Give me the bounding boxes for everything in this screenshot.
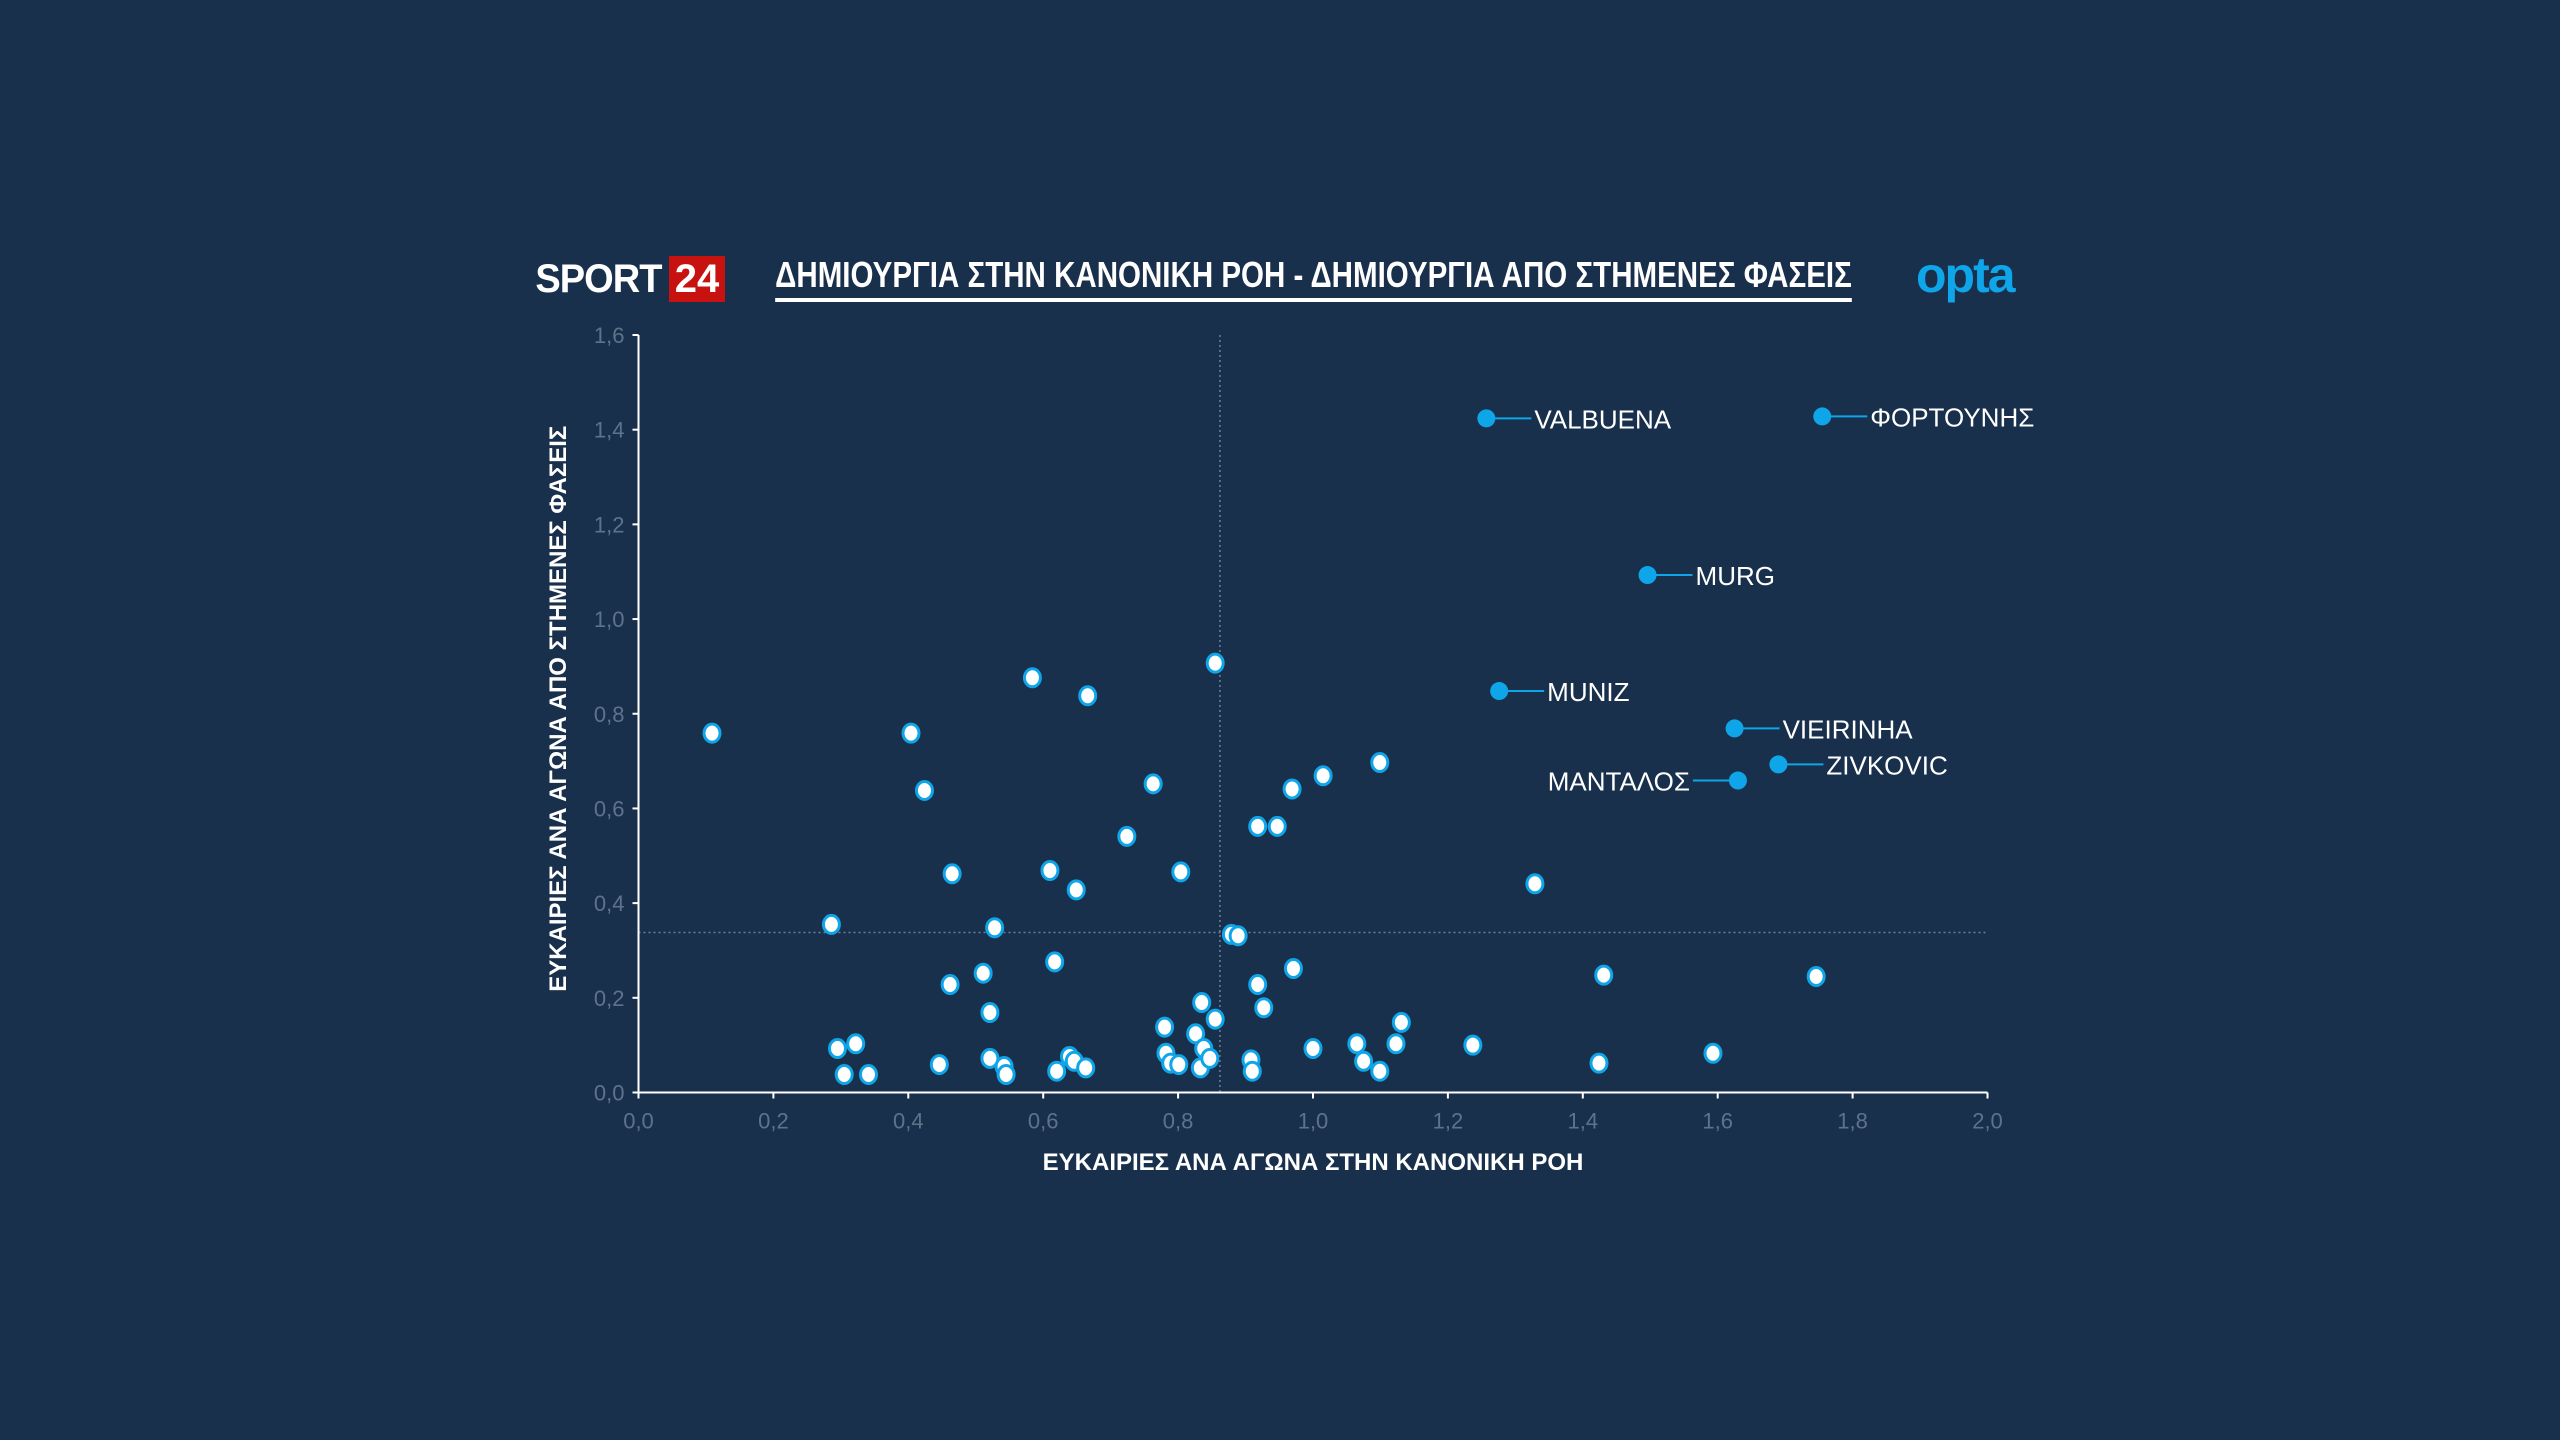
x-tick-label: 0,6	[1028, 1109, 1059, 1134]
data-point	[1594, 964, 1614, 986]
player-label: MUNIZ	[1547, 677, 1629, 707]
data-point	[1525, 873, 1545, 895]
data-point	[1589, 1052, 1609, 1074]
player-label: MURG	[1696, 561, 1775, 591]
data-point	[1228, 925, 1248, 947]
data-point	[973, 962, 993, 984]
player-label: VALBUENA	[1534, 404, 1671, 434]
player-label: ZIVKOVIC	[1826, 750, 1947, 780]
data-point	[1192, 992, 1212, 1014]
highlighted-point	[1769, 755, 1788, 774]
data-point	[1186, 1023, 1206, 1045]
x-tick-label: 0,0	[623, 1109, 654, 1134]
data-point	[980, 1047, 1000, 1069]
data-point	[914, 779, 934, 801]
x-tick-label: 0,2	[758, 1109, 789, 1134]
y-tick-label: 1,6	[594, 323, 625, 348]
player-label: ΦΟΡΤΟΥΝΗΣ	[1870, 402, 2034, 432]
chart-title-wrap: ΔΗΜΙΟΥΡΓΙΑ ΣΤΗΝ ΚΑΝΟΝΙΚΗ ΡΟΗ - ΔΗΜΙΟΥΡΓΙ…	[0, 254, 2560, 302]
y-tick-label: 0,2	[594, 986, 625, 1011]
data-point	[1703, 1042, 1723, 1064]
opta-logo: opta	[1916, 247, 2016, 303]
highlighted-point	[1728, 771, 1747, 790]
x-tick-label: 1,4	[1568, 1109, 1599, 1134]
highlighted-point	[1725, 719, 1744, 738]
data-point	[1354, 1050, 1374, 1072]
y-tick-label: 1,4	[594, 418, 625, 443]
data-point	[1370, 1060, 1390, 1082]
x-tick-label: 2,0	[1972, 1109, 2003, 1134]
data-point	[1248, 974, 1268, 996]
data-point	[1282, 778, 1302, 800]
data-point	[1347, 1033, 1367, 1055]
data-point	[980, 1001, 1000, 1023]
data-point	[1242, 1060, 1262, 1082]
data-point	[1078, 685, 1098, 707]
highlighted-point	[1638, 566, 1657, 585]
data-point	[985, 917, 1005, 939]
data-point	[1386, 1033, 1406, 1055]
player-label: VIEIRINHA	[1783, 714, 1914, 744]
logo-number: 24	[668, 256, 726, 302]
data-point	[1022, 667, 1042, 689]
data-point	[1391, 1011, 1411, 1033]
player-label: ΜΑΝΤΑΛΟΣ	[1548, 767, 1690, 797]
data-point	[1169, 1054, 1189, 1076]
x-tick-label: 0,4	[893, 1109, 924, 1134]
logo-text: SPORT	[535, 256, 662, 301]
data-point	[1463, 1034, 1483, 1056]
highlighted-point	[1477, 409, 1496, 428]
data-point	[1045, 951, 1065, 973]
y-tick-label: 0,0	[594, 1081, 625, 1106]
y-axis-label: ΕΥΚΑΙΡΙΕΣ ΑΝΑ ΑΓΩΝΑ ΑΠΟ ΣΤΗΜΕΝΕΣ ΦΑΣΕΙΣ	[545, 426, 572, 992]
y-tick-label: 1,0	[594, 607, 625, 632]
data-point	[821, 913, 841, 935]
data-point	[996, 1064, 1016, 1086]
y-tick-label: 0,4	[594, 891, 625, 916]
highlighted-point	[1490, 682, 1509, 701]
data-point	[1076, 1057, 1096, 1079]
data-point	[1066, 879, 1086, 901]
data-point	[1254, 997, 1274, 1019]
data-point	[1267, 815, 1287, 837]
data-point	[834, 1064, 854, 1086]
data-point	[1040, 859, 1060, 881]
data-point	[1205, 652, 1225, 674]
highlighted-point	[1813, 407, 1832, 426]
y-tick-label: 0,6	[594, 796, 625, 821]
y-tick-label: 1,2	[594, 512, 625, 537]
chart-title: ΔΗΜΙΟΥΡΓΙΑ ΣΤΗΝ ΚΑΝΟΝΙΚΗ ΡΟΗ - ΔΗΜΙΟΥΡΓΙ…	[774, 254, 1852, 302]
data-point	[1248, 815, 1268, 837]
data-point	[901, 722, 921, 744]
sport24-logo: SPORT 24	[532, 256, 726, 302]
data-point	[1283, 957, 1303, 979]
x-tick-label: 1,2	[1433, 1109, 1464, 1134]
data-point	[1370, 752, 1390, 774]
data-point	[1303, 1037, 1323, 1059]
data-point	[1171, 861, 1191, 883]
data-point	[940, 974, 960, 996]
data-point	[1155, 1016, 1175, 1038]
data-point	[942, 863, 962, 885]
data-point	[859, 1064, 879, 1086]
data-point	[846, 1033, 866, 1055]
data-point	[929, 1054, 949, 1076]
data-point	[1200, 1047, 1220, 1069]
data-point	[1047, 1060, 1067, 1082]
data-point	[1313, 765, 1333, 787]
y-tick-label: 0,8	[594, 702, 625, 727]
data-point	[1117, 825, 1137, 847]
data-point	[827, 1037, 847, 1059]
x-tick-label: 1,6	[1702, 1109, 1733, 1134]
x-axis-label: ΕΥΚΑΙΡΙΕΣ ΑΝΑ ΑΓΩΝΑ ΣΤΗΝ ΚΑΝΟΝΙΚΗ ΡΟΗ	[1043, 1149, 1584, 1176]
x-tick-label: 1,8	[1837, 1109, 1868, 1134]
data-point	[702, 722, 722, 744]
data-point	[1205, 1008, 1225, 1030]
data-point	[1143, 773, 1163, 795]
x-tick-label: 0,8	[1163, 1109, 1194, 1134]
data-point	[1806, 966, 1826, 988]
x-tick-label: 1,0	[1298, 1109, 1329, 1134]
